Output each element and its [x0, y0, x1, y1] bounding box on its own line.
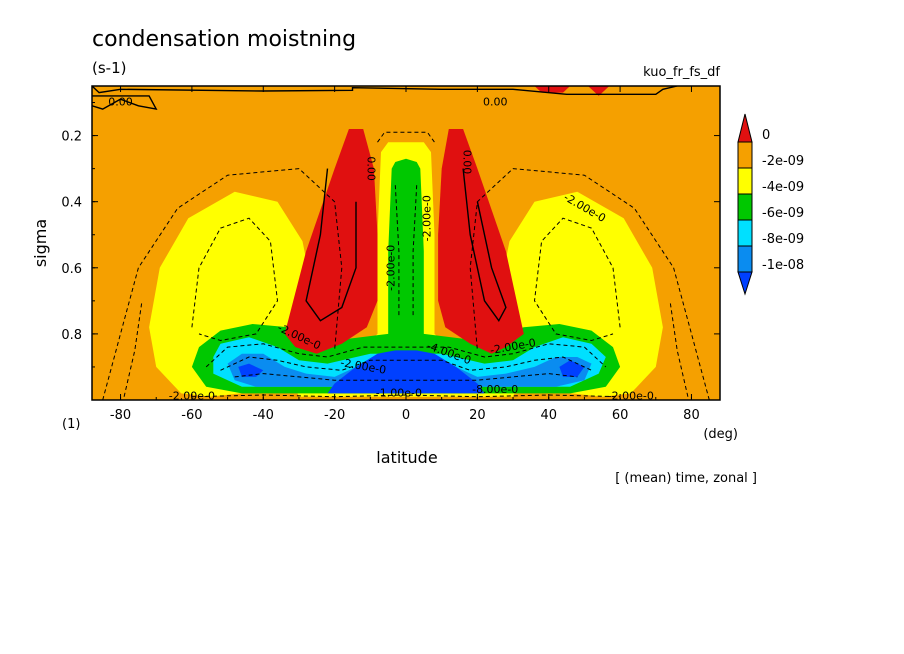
chart-title: condensation moistning [92, 27, 356, 52]
legend-swatch-1 [737, 141, 753, 169]
contour-line-2 [102, 168, 343, 400]
contour-line-12 [394, 185, 400, 318]
legend-swatch-2 [737, 167, 753, 195]
contour-line-3 [469, 168, 710, 400]
legend-swatch-5 [737, 245, 753, 273]
y-axis-ticks: 0.2 0.4 0.6 0.8 [61, 102, 720, 401]
legend-swatch-4 [737, 219, 753, 247]
y-tick-label-2: 0.6 [61, 262, 82, 277]
legend-level-4: -8e-09 [762, 232, 804, 247]
contour-label-0: 0.00 [108, 96, 133, 109]
legend-swatch-3 [737, 193, 753, 221]
x-axis-label: latitude [376, 448, 437, 467]
x-tick-label-8: 80 [683, 408, 700, 423]
x-tick-label-7: 60 [612, 408, 629, 423]
region-9 [284, 129, 378, 354]
color-legend: 0 -2e-09 -4e-09 -6e-09 -8e-09 -1e-08 [737, 113, 804, 296]
contour-label-7: -2.00e-0 [385, 245, 398, 291]
region-6 [327, 350, 485, 394]
experiment-label: kuo_fr_fs_df [643, 65, 720, 80]
x-tick-label-5: 20 [469, 408, 486, 423]
region-7 [238, 363, 264, 377]
contour-line-1 [92, 95, 158, 111]
x-tick-label-6: 40 [540, 408, 557, 423]
contour-label-1: 0.00 [483, 96, 508, 109]
x-tick-label-2: -40 [253, 408, 274, 423]
contour-line-7 [191, 217, 279, 342]
contour-line-6 [669, 300, 689, 397]
contour-line-9 [205, 343, 607, 368]
contour-line-8 [533, 217, 621, 342]
contour-label-6: -2.00e-0 [420, 195, 433, 241]
x-axis-units: (deg) [703, 427, 738, 442]
x-axis-ticks: -80 -60 -40 -20 0 20 40 60 80 [110, 86, 700, 423]
contour-label-14: -8.00e-0 [472, 383, 518, 396]
y-tick-label-1: 0.4 [61, 196, 82, 211]
contour-label-3: 0.00 [461, 150, 474, 175]
legend-level-0: 0 [762, 128, 770, 143]
y-axis-label: sigma [31, 219, 50, 267]
units-label: (s-1) [92, 59, 126, 77]
averaging-note: [ (mean) time, zonal ] [615, 471, 757, 486]
contour-label-13: -1.00e-0 [376, 386, 422, 399]
contour-line-13 [412, 185, 418, 318]
contour-label-2: 0.00 [364, 156, 377, 181]
x-tick-label-3: -20 [324, 408, 345, 423]
legend-level-2: -4e-09 [762, 180, 804, 195]
legend-level-5: -1e-08 [762, 258, 804, 273]
region-11 [534, 86, 571, 93]
x-tick-label-4: 0 [402, 408, 410, 423]
contour-line-5 [123, 300, 143, 397]
y-tick-label-3: 0.8 [61, 328, 82, 343]
contour-line-0 [92, 86, 678, 96]
contour-line-10 [220, 356, 592, 371]
contour-line-16 [462, 168, 507, 323]
legend-level-1: -2e-09 [762, 154, 804, 169]
legend-arrow-bottom [737, 271, 753, 296]
legend-arrow-top [737, 113, 753, 143]
legend-level-3: -6e-09 [762, 206, 804, 221]
x-tick-label-0: -80 [110, 408, 131, 423]
x-tick-label-1: -60 [181, 408, 202, 423]
contour-line-11 [234, 373, 578, 381]
contour-label-11: -2.00e-0 [608, 390, 654, 403]
y-tick-label-0: 0.2 [61, 130, 82, 145]
filled-regions [149, 86, 663, 397]
contour-line-4 [377, 131, 435, 143]
region-12 [588, 86, 610, 96]
y-axis-units: (1) [62, 417, 80, 432]
contour-line-15 [305, 168, 357, 322]
